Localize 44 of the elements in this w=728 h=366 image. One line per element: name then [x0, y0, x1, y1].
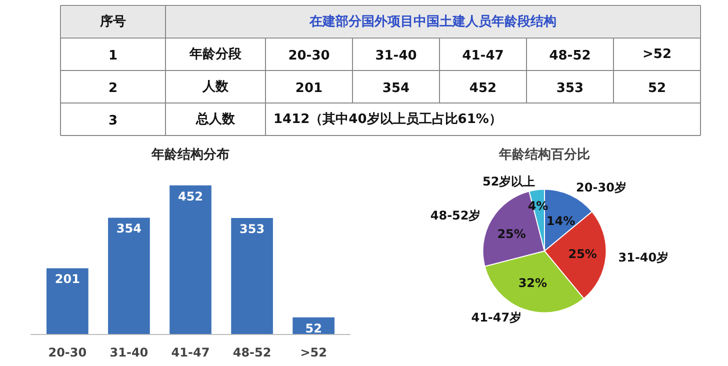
text: 1412（其中40岁以上员工占比61%）: [274, 112, 502, 127]
data-label: 201: [54, 272, 80, 286]
text: 52: [648, 80, 666, 96]
bar: [170, 185, 212, 334]
data-label: 25%: [497, 227, 526, 241]
text: 48-52: [549, 48, 591, 64]
x-tick-label: 41-47: [171, 346, 210, 360]
bar: [231, 218, 273, 334]
text: 在建部分国外项目中国土建人员年龄段结构: [308, 13, 556, 30]
text: >52: [642, 46, 672, 62]
data-label: 354: [116, 222, 142, 236]
slice-label: 48-52岁: [430, 208, 481, 222]
slice-label: 20-30岁: [576, 180, 626, 195]
x-tick-label: >52: [300, 346, 327, 360]
data-label: 25%: [568, 247, 597, 262]
slice-label: 52岁以上: [482, 174, 536, 189]
data-label: 452: [178, 189, 204, 204]
text: 总人数: [195, 110, 236, 127]
text: 20-30: [288, 48, 330, 64]
text: 1: [108, 48, 118, 64]
text: 31-40: [375, 48, 417, 64]
x-tick-label: 20-30: [48, 346, 87, 360]
text: 序号: [99, 13, 126, 30]
text: 354: [382, 80, 410, 96]
bar: [108, 218, 150, 334]
data-label: 52: [305, 321, 322, 336]
data-label: 353: [240, 222, 265, 236]
bar: [46, 268, 88, 334]
text: 3: [108, 113, 118, 128]
text: 452: [469, 80, 497, 96]
x-tick-label: 48-52: [232, 346, 272, 360]
chart-title: 年龄结构百分比: [498, 148, 590, 162]
data-label: 14%: [546, 214, 576, 228]
text: 201: [295, 80, 323, 96]
x-tick-label: 31-40: [110, 346, 148, 360]
data-label: 32%: [518, 276, 548, 290]
text: 353: [556, 80, 584, 96]
text: 41-47: [462, 48, 504, 64]
text: 年龄分段: [188, 46, 242, 62]
chart-title: 年龄结构分布: [150, 148, 230, 162]
slice-label: 41-47岁: [471, 310, 522, 325]
text: 2: [108, 80, 118, 96]
slice-label: 31-40岁: [618, 250, 669, 265]
text: 人数: [202, 79, 230, 94]
